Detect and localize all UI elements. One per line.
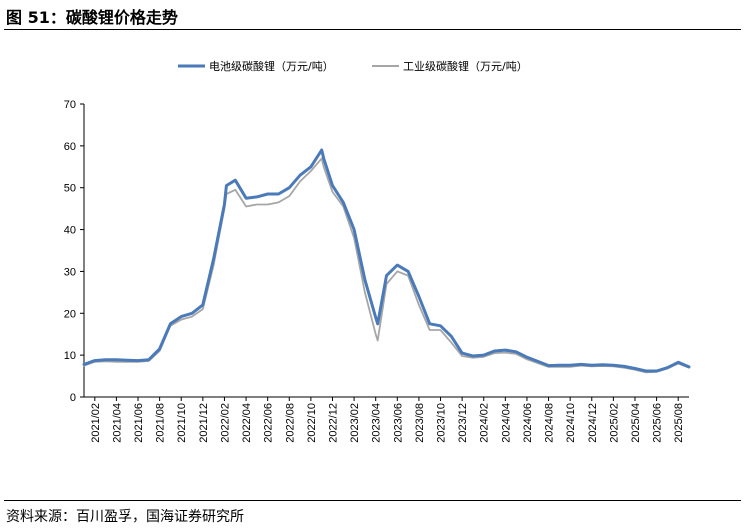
figure-title: 图 51：碳酸锂价格走势	[6, 8, 178, 27]
x-tick-label: 2021/04	[111, 403, 123, 443]
series-line-industrial-grade	[83, 157, 690, 374]
x-tick-label: 2024/12	[587, 403, 599, 443]
chart-legend: 电池级碳酸锂（万元/吨） 工业级碳酸锂（万元/吨）	[178, 59, 528, 73]
x-tick-label: 2022/02	[219, 403, 231, 443]
y-tick-label: 20	[64, 308, 76, 320]
x-tick-label: 2022/06	[263, 403, 275, 443]
source-divider	[4, 500, 741, 501]
x-tick-label: 2023/04	[371, 403, 383, 443]
x-tick-label: 2025/06	[652, 403, 664, 443]
x-tick-label: 2021/10	[176, 403, 188, 443]
x-tick-label: 2024/06	[522, 403, 534, 443]
x-tick-label: 2022/10	[306, 403, 318, 443]
y-tick-label: 70	[64, 99, 76, 111]
x-tick-label: 2021/08	[155, 403, 167, 443]
x-tick-label: 2025/08	[673, 403, 685, 443]
y-tick-label: 50	[64, 183, 76, 195]
y-tick-label: 30	[64, 266, 76, 278]
legend-label-battery-grade: 电池级碳酸锂（万元/吨）	[209, 59, 334, 73]
x-tick-label: 2024/02	[479, 403, 491, 443]
x-tick-label: 2022/08	[284, 403, 296, 443]
x-tick-label: 2025/02	[608, 403, 620, 443]
x-tick-label: 2024/08	[544, 403, 556, 443]
y-axis: 0 10 20 30 40 50 60 70	[64, 99, 85, 404]
x-tick-label: 2024/10	[565, 403, 577, 443]
x-tick-label: 2023/10	[436, 403, 448, 443]
y-tick-label: 60	[64, 141, 76, 153]
source-note: 资料来源：百川盈孚，国海证券研究所	[6, 509, 244, 525]
x-tick-label: 2025/04	[630, 403, 642, 443]
x-tick-label: 2023/06	[392, 403, 404, 443]
plot-area	[82, 148, 691, 374]
x-axis: 2021/02 2021/04 2021/06 2021/08 2021/10 2021/…	[84, 396, 689, 443]
x-tick-label: 2023/12	[457, 403, 469, 443]
y-tick-label: 0	[70, 392, 76, 404]
title-divider	[4, 29, 741, 30]
x-tick-label: 2024/04	[500, 403, 512, 443]
x-tick-label: 2023/08	[414, 403, 426, 443]
x-tick-label: 2021/02	[90, 403, 102, 443]
x-tick-label: 2021/12	[198, 403, 210, 443]
x-tick-label: 2023/02	[349, 403, 361, 443]
series-line-battery-grade	[82, 148, 691, 373]
line-chart: 电池级碳酸锂（万元/吨） 工业级碳酸锂（万元/吨） 0 10 20 30 40 50 60 7…	[64, 59, 691, 443]
x-tick-label: 2022/12	[327, 403, 339, 443]
y-tick-label: 40	[64, 225, 76, 237]
legend-label-industrial-grade: 工业级碳酸锂（万元/吨）	[403, 59, 528, 73]
x-tick-label: 2021/06	[133, 403, 145, 443]
y-tick-label: 10	[64, 350, 76, 362]
x-tick-label: 2022/04	[241, 403, 253, 443]
